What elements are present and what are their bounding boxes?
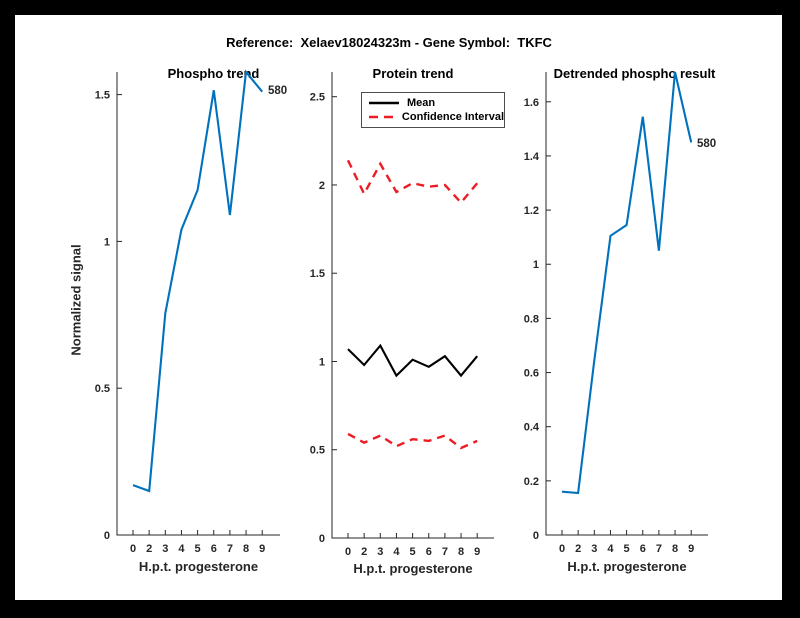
x-tick-label: 2 <box>575 543 581 555</box>
series-confidence-lower <box>347 432 478 450</box>
x-tick-label: 4 <box>607 543 614 555</box>
subplot-3: 00.20.40.60.811.21.41.60 2 3 4 5 6 7 8 9 <box>524 71 708 555</box>
subplot2-title: Protein trend <box>372 66 454 81</box>
axes-box <box>331 72 494 539</box>
subplot1-point-label: 580 <box>268 85 288 97</box>
subplot-1: 00.511.50 2 3 4 5 6 7 8 9 <box>95 69 280 555</box>
y-tick-label: 1.6 <box>524 97 539 109</box>
x-tick-label: 3 <box>591 543 597 555</box>
y-tick-label: 0.2 <box>524 476 539 488</box>
y-tick-label: 0.5 <box>310 445 325 457</box>
x-tick-label: 0 <box>559 543 565 555</box>
series-phospho <box>132 69 264 493</box>
subplot3-point-label: 580 <box>697 138 717 150</box>
legend: Mean Confidence Interval <box>361 92 505 128</box>
series-confidence-upper <box>346 159 479 205</box>
y-tick-label: 1 <box>533 259 539 271</box>
axes-box <box>116 72 280 536</box>
y-tick-label: 0.4 <box>524 422 540 434</box>
x-tick-label: 9 <box>688 543 694 555</box>
x-tick-label: 7 <box>227 543 233 555</box>
x-tick-label: 2 <box>146 543 152 555</box>
y-tick-label: 0 <box>533 530 539 542</box>
x-tick-label: 5 <box>410 546 416 558</box>
y-tick-label: 1 <box>319 356 325 368</box>
y-tick-label: 1.5 <box>310 268 325 280</box>
y-tick-label: 0.8 <box>524 313 539 325</box>
figure-title: Reference: Xelaev18024323m - Gene Symbol… <box>226 35 552 50</box>
legend-item-confidence-interval: Confidence Interval <box>369 110 504 124</box>
x-tick-label: 0 <box>130 543 136 555</box>
x-tick-label: 6 <box>211 543 217 555</box>
x-tick-label: 7 <box>442 546 448 558</box>
legend-item-mean: Mean <box>369 96 504 110</box>
y-tick-label: 2.5 <box>310 92 325 104</box>
y-tick-label: 1.4 <box>524 151 540 163</box>
x-tick-label: 8 <box>458 546 464 558</box>
x-tick-label: 0 <box>345 546 351 558</box>
x-tick-label: 7 <box>656 543 662 555</box>
x-tick-label: 4 <box>178 543 185 555</box>
x-tick-label: 8 <box>672 543 678 555</box>
subplot1-xlabel: H.p.t. progesterone <box>138 559 259 574</box>
confidence-interval-line-swatch <box>369 116 394 119</box>
x-tick-label: 4 <box>393 546 400 558</box>
x-tick-label: 6 <box>640 543 646 555</box>
x-tick-label: 9 <box>259 543 265 555</box>
series-mean <box>347 343 479 378</box>
x-tick-label: 2 <box>361 546 367 558</box>
y-tick-label: 0.5 <box>95 383 110 395</box>
y-tick-label: 1.5 <box>95 90 110 102</box>
subplot-2: 00.511.522.50 2 3 4 5 6 7 8 9 <box>310 72 494 558</box>
legend-label-mean: Mean <box>407 96 436 109</box>
x-tick-label: 6 <box>426 546 432 558</box>
x-tick-label: 9 <box>474 546 480 558</box>
y-tick-label: 0 <box>319 533 325 545</box>
y-tick-label: 2 <box>319 180 325 192</box>
y-tick-label: 0 <box>104 530 110 542</box>
x-tick-label: 5 <box>624 543 630 555</box>
figure-background: Reference: Xelaev18024323m - Gene Symbol… <box>15 15 782 600</box>
x-tick-label: 8 <box>243 543 249 555</box>
x-tick-label: 3 <box>162 543 168 555</box>
y-tick-label: 1.2 <box>524 205 539 217</box>
subplot2-xlabel: H.p.t. progesterone <box>353 561 473 576</box>
legend-label-confidence-interval: Confidence Interval <box>401 111 504 124</box>
subplot1-title: Phospho trend <box>167 66 260 81</box>
axes-box <box>545 72 708 536</box>
mean-line-swatch <box>369 101 399 104</box>
x-tick-label: 5 <box>195 543 201 555</box>
series-detrended <box>561 71 693 495</box>
x-tick-label: 3 <box>377 546 383 558</box>
y-tick-label: 0.6 <box>524 368 539 380</box>
subplot3-xlabel: H.p.t. progesterone <box>567 559 687 574</box>
y-tick-label: 1 <box>104 236 110 248</box>
